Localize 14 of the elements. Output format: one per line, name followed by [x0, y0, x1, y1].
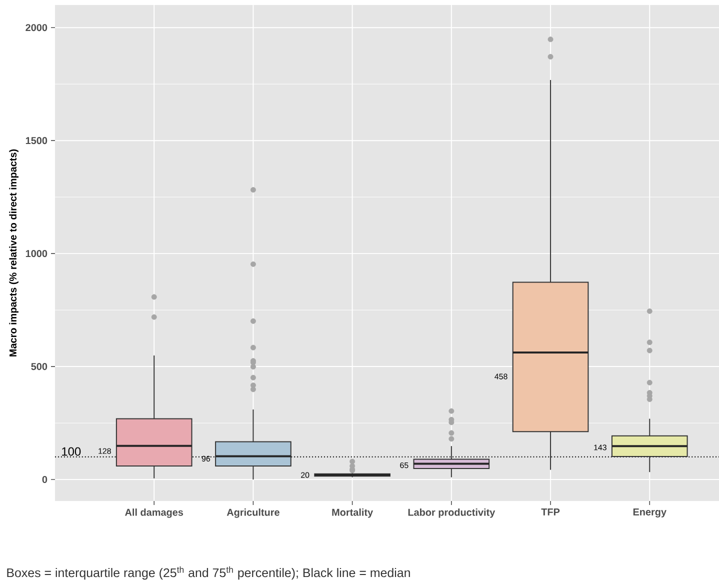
x-tick-label: Labor productivity — [408, 508, 496, 518]
y-tick-label: 0 — [42, 476, 48, 484]
y-tick-label: 1500 — [26, 137, 48, 144]
x-tick-label: TFP — [541, 508, 560, 516]
x-tick-label: Energy — [633, 508, 666, 518]
x-tick-label: Agriculture — [226, 508, 280, 518]
y-tick-label: 500 — [31, 363, 48, 370]
y-tick-label: 1000 — [26, 250, 48, 258]
ref-line-label: 100 — [62, 447, 81, 456]
text: Boxes = interquartile range (25$^{th}$ and 75$^{th}$ percentile); Black line = median — [7, 566, 410, 580]
x-tick-label: Mortality — [332, 508, 374, 518]
y-axis-title: Macro impacts (% relative to direct impacts) — [9, 149, 18, 356]
x-tick-label: All damages — [125, 508, 184, 518]
y-tick-label: 2000 — [26, 24, 48, 32]
